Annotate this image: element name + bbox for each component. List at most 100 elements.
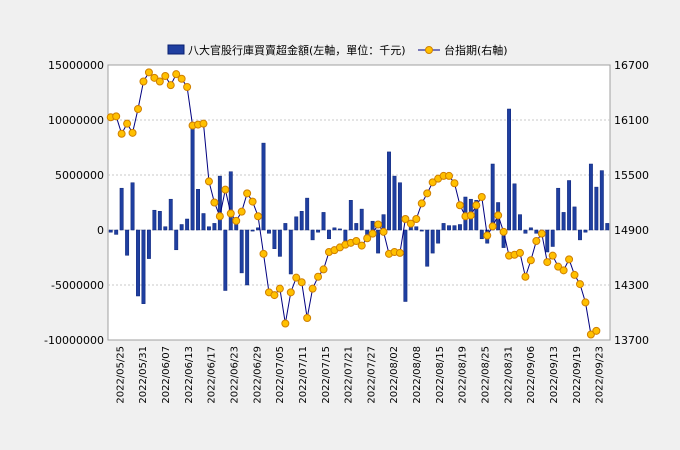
bar bbox=[458, 224, 462, 231]
bar bbox=[228, 171, 233, 231]
index-point bbox=[292, 273, 301, 282]
index-point bbox=[395, 248, 404, 257]
index-point bbox=[123, 119, 132, 128]
x-tick-label: 2022/05/31 bbox=[138, 346, 149, 404]
line-series bbox=[106, 68, 601, 339]
bar bbox=[283, 223, 288, 231]
index-point bbox=[565, 255, 574, 264]
x-tick-label: 2022/09/06 bbox=[526, 346, 537, 404]
left-axis: 15000000 10000000 5000000 0 -5000000 -1000000… bbox=[44, 59, 104, 347]
bar bbox=[157, 211, 162, 231]
bar bbox=[250, 229, 255, 232]
bar bbox=[376, 229, 381, 254]
x-tick-label: 2022/06/23 bbox=[230, 346, 241, 404]
right-tick-label: 16700 bbox=[614, 59, 649, 72]
x-tick-label: 2022/07/15 bbox=[321, 346, 332, 404]
left-tick-label: 10000000 bbox=[48, 114, 104, 127]
index-point bbox=[237, 207, 246, 216]
left-tick-label: 15000000 bbox=[48, 59, 104, 72]
legend: 八大官股行庫買賣超金額(左軸，單位：千元) 台指期(右軸) bbox=[167, 43, 508, 57]
bar bbox=[507, 108, 511, 231]
bar bbox=[212, 223, 217, 231]
index-point bbox=[210, 198, 219, 207]
legend-line-label: 台指期(右軸) bbox=[444, 43, 508, 57]
x-tick-label: 2022/08/19 bbox=[458, 346, 469, 404]
index-point bbox=[423, 189, 432, 198]
x-tick-label: 2022/08/25 bbox=[481, 346, 492, 404]
bar bbox=[114, 229, 119, 235]
bar bbox=[305, 197, 310, 231]
bar bbox=[523, 229, 528, 234]
bar bbox=[239, 229, 244, 274]
index-point bbox=[483, 231, 492, 240]
bar bbox=[414, 226, 419, 231]
bar bbox=[381, 214, 386, 231]
bar bbox=[545, 229, 550, 253]
x-tick-label: 2022/08/31 bbox=[503, 346, 514, 404]
right-tick-label: 15500 bbox=[614, 169, 649, 182]
right-tick-label: 13700 bbox=[614, 334, 649, 347]
index-point bbox=[499, 227, 508, 236]
bar bbox=[217, 175, 222, 231]
bar bbox=[447, 225, 451, 231]
index-point bbox=[494, 211, 503, 220]
index-point bbox=[270, 291, 279, 300]
bar bbox=[348, 200, 353, 231]
index-point bbox=[559, 266, 568, 275]
bar bbox=[294, 216, 299, 231]
index-point bbox=[232, 216, 241, 225]
bar bbox=[490, 163, 495, 231]
left-tick-label: 0 bbox=[97, 224, 104, 237]
left-tick-label: -10000000 bbox=[44, 334, 104, 347]
index-point bbox=[286, 288, 295, 297]
bar bbox=[583, 229, 588, 233]
index-point bbox=[150, 73, 159, 82]
bar bbox=[267, 229, 271, 234]
bar bbox=[337, 228, 342, 231]
right-tick-label: 16100 bbox=[614, 114, 649, 127]
x-tick-label: 2022/08/02 bbox=[389, 346, 400, 404]
index-point bbox=[314, 272, 323, 281]
index-point bbox=[488, 222, 497, 231]
index-point bbox=[226, 209, 235, 218]
index-point bbox=[183, 83, 192, 91]
bar bbox=[245, 229, 250, 286]
x-tick-label: 2022/05/25 bbox=[115, 346, 126, 404]
index-point bbox=[319, 265, 328, 274]
index-point bbox=[570, 270, 579, 279]
bar bbox=[179, 224, 184, 231]
x-tick-label: 2022/08/08 bbox=[412, 346, 423, 404]
bar bbox=[354, 223, 359, 231]
bar bbox=[201, 213, 206, 231]
index-point bbox=[477, 193, 486, 201]
bar bbox=[136, 229, 140, 297]
bar bbox=[518, 214, 522, 231]
index-point bbox=[543, 258, 552, 267]
index-point bbox=[166, 81, 175, 90]
bar bbox=[327, 229, 331, 240]
x-tick-label: 2022/07/21 bbox=[344, 346, 355, 404]
index-point bbox=[243, 189, 252, 198]
left-tick-label: 5000000 bbox=[55, 169, 104, 182]
legend-line-marker bbox=[425, 46, 433, 54]
bar bbox=[261, 142, 266, 231]
bar bbox=[152, 209, 157, 231]
bar bbox=[163, 226, 168, 231]
index-point bbox=[575, 280, 584, 289]
index-point bbox=[374, 220, 383, 229]
x-tick-label: 2022/07/27 bbox=[366, 346, 377, 404]
bar bbox=[119, 187, 124, 231]
bar bbox=[207, 226, 211, 231]
bar bbox=[190, 126, 195, 231]
bar bbox=[168, 198, 173, 231]
index-point bbox=[521, 272, 530, 281]
x-tick-label: 2022/09/23 bbox=[595, 346, 606, 404]
bar bbox=[397, 182, 402, 231]
bar bbox=[141, 229, 146, 304]
index-point bbox=[144, 68, 153, 77]
index-point bbox=[199, 119, 208, 128]
bar bbox=[403, 229, 408, 302]
bar bbox=[272, 229, 277, 249]
index-point bbox=[204, 177, 213, 186]
index-point bbox=[466, 211, 475, 220]
